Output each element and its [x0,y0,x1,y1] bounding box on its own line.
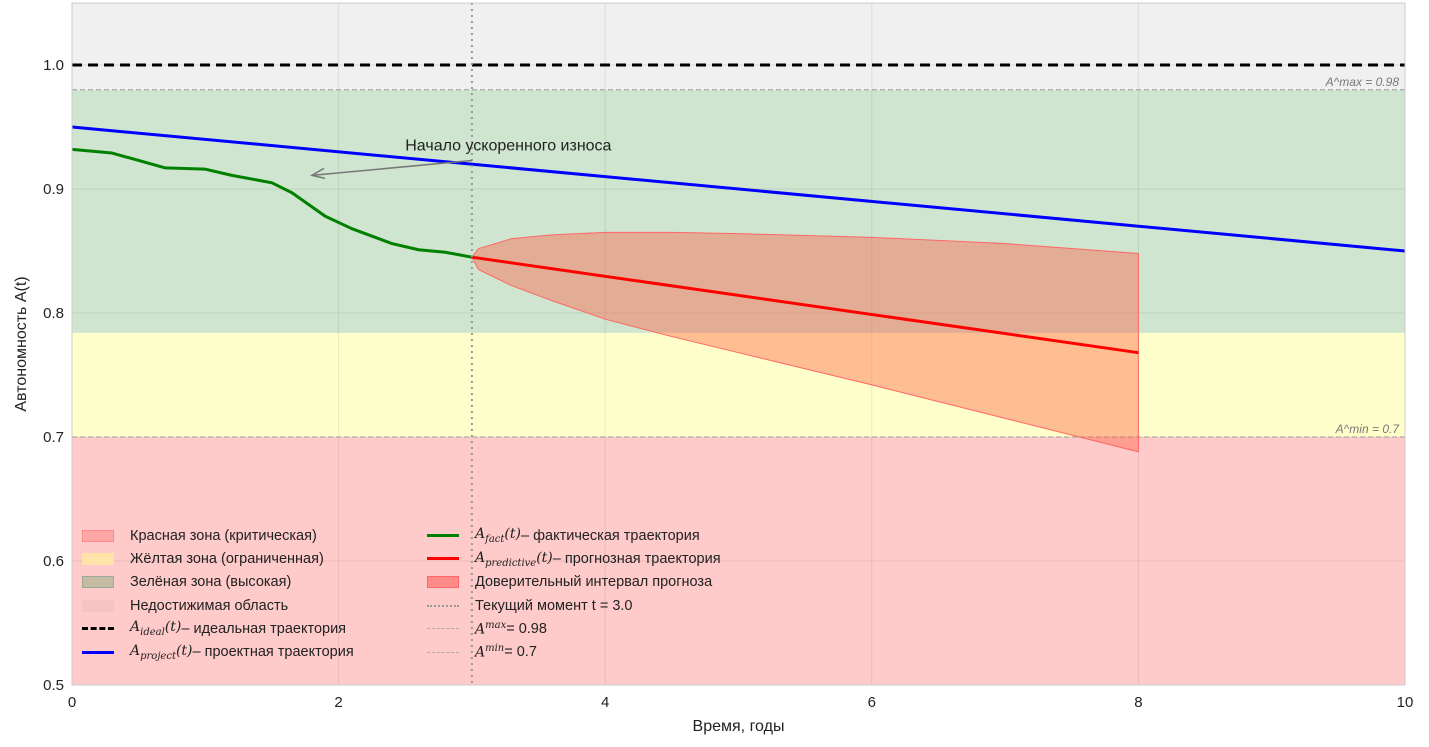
y-axis-label: Автономность A(t) [13,276,30,411]
x-tick-label: 0 [68,694,76,711]
legend-label: = 0.7 [504,644,537,661]
x-tick-label: 8 [1134,694,1142,711]
legend: Красная зона (критическая) Afact(t) – фа… [82,525,787,663]
legend-red: Красная зона (критическая) [82,525,427,546]
annotation-text: Начало ускоренного износа [405,138,611,155]
legend-label: Зелёная зона (высокая) [130,574,292,591]
legend-label: Доверительный интервал прогноза [475,574,713,591]
legend-label: Красная зона (критическая) [130,527,317,544]
y-tick-label: 0.5 [43,677,64,694]
legend-project: Aproject(t) – проектная траектория [82,641,427,662]
y-tick-label: 0.8 [43,305,64,322]
zone [72,3,1405,90]
x-axis-label: Время, годы [693,718,785,735]
swatch [427,604,459,607]
legend-label: – прогнозная траектория [552,550,721,567]
threshold-label: A^max = 0.98 [1325,75,1400,89]
x-tick-label: 4 [601,694,609,711]
legend-pred: Apredictive(t) – прогнозная траектория [427,548,787,569]
x-tick-label: 2 [334,694,342,711]
series-line [471,255,1139,355]
legend-yellow: Жёлтая зона (ограниченная) [82,548,427,569]
legend-label: Недостижимая область [130,597,289,614]
swatch [82,576,114,589]
threshold-label: A^min = 0.7 [1335,422,1401,436]
legend-label: – фактическая траектория [520,527,700,544]
x-tick-label: 10 [1397,694,1414,711]
swatch [82,529,114,542]
swatch [427,651,459,653]
arrow-head-icon [309,167,326,180]
series-line [71,147,473,259]
zone [72,332,1405,437]
zone [72,437,1405,685]
x-tick-label: 6 [868,694,876,711]
swatch [427,628,459,630]
swatch [427,534,459,538]
swatch [82,650,114,654]
legend-label: Жёлтая зона (ограниченная) [130,550,324,567]
legend-label: = 0.98 [506,620,547,637]
annotation-arrow [311,159,472,177]
plot-frame [71,2,1406,686]
swatch [427,576,459,589]
swatch [82,552,114,565]
y-tick-label: 0.7 [43,429,64,446]
legend-green: Зелёная зона (высокая) [82,572,427,593]
legend-fact: Afact(t) – фактическая траектория [427,525,787,546]
legend-label: – проектная траектория [192,644,354,661]
legend-amin: Amin = 0.7 [427,641,787,662]
y-tick-label: 0.6 [43,553,64,570]
y-tick-label: 0.9 [43,181,64,198]
legend-ci: Доверительный интервал прогноза [427,572,787,593]
swatch [82,599,114,612]
zone [72,89,1405,333]
legend-ideal: Aideal(t) – идеальная траектория [82,618,427,639]
legend-label: – идеальная траектория [181,620,347,637]
legend-unreach: Недостижимая область [82,595,427,616]
swatch [82,627,114,631]
swatch [427,557,459,561]
y-tick-label: 1.0 [43,57,64,74]
legend-amax: Amax = 0.98 [427,618,787,639]
series-line [71,125,1406,253]
legend-now: Текущий момент t = 3.0 [427,595,787,616]
legend-label: Текущий момент t = 3.0 [475,597,633,614]
